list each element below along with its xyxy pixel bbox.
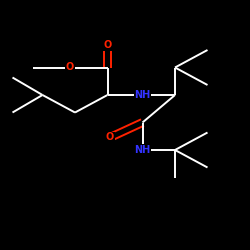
Text: O: O	[106, 132, 114, 142]
Text: NH: NH	[134, 145, 150, 155]
Text: NH: NH	[134, 90, 150, 100]
Text: O: O	[104, 40, 112, 50]
Text: O: O	[66, 62, 74, 72]
